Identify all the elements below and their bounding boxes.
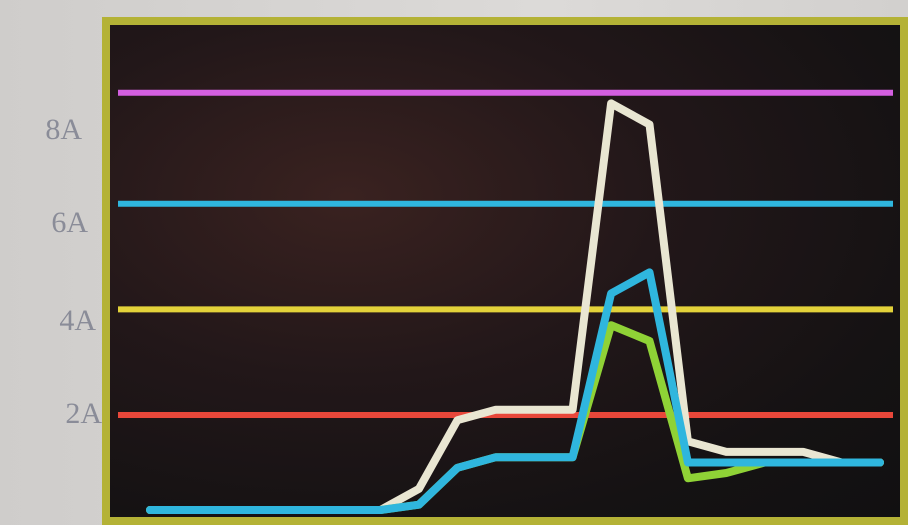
plot-frame (102, 17, 908, 525)
series-line-3 (146, 268, 884, 514)
y-tick-label-2a: 2A (65, 397, 102, 430)
y-tick-label-4a: 4A (59, 304, 96, 337)
series-lines (146, 99, 884, 514)
threshold-lines (118, 89, 893, 418)
y-tick-label-8a: 8A (45, 113, 82, 146)
y-tick-label-6a: 6A (51, 206, 88, 239)
